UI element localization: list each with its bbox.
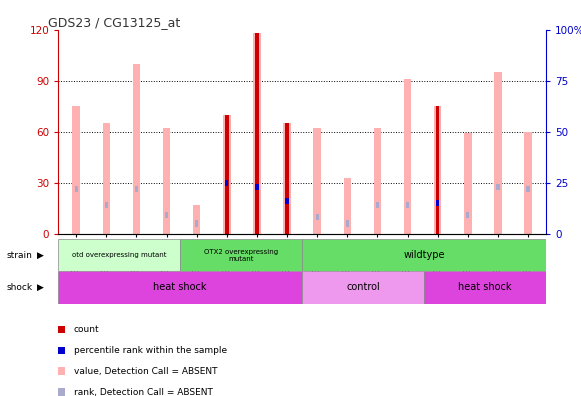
Text: ▶: ▶ (37, 251, 44, 259)
Bar (256, 184, 259, 190)
Text: value, Detection Call = ABSENT: value, Detection Call = ABSENT (74, 367, 217, 375)
Bar (193, 205, 200, 234)
Bar (180, 239, 302, 271)
Bar (524, 131, 532, 234)
Text: OTX2 overexpressing
mutant: OTX2 overexpressing mutant (204, 249, 278, 261)
Text: wildtype: wildtype (403, 250, 445, 260)
Bar (225, 180, 228, 186)
Bar (424, 271, 546, 304)
Bar (74, 186, 78, 192)
Text: strain: strain (7, 251, 33, 259)
Text: control: control (346, 282, 380, 293)
Bar (436, 200, 439, 206)
Bar (302, 239, 546, 271)
Bar (135, 186, 138, 192)
Bar (436, 106, 439, 234)
Bar (105, 202, 108, 208)
Text: shock: shock (7, 283, 33, 292)
Text: count: count (74, 325, 99, 333)
Bar (466, 212, 469, 218)
Bar (225, 115, 228, 234)
Bar (404, 79, 411, 234)
Bar (434, 106, 442, 234)
Bar (285, 198, 289, 204)
Bar (313, 128, 321, 234)
Bar (253, 33, 261, 234)
Bar (494, 72, 502, 234)
Bar (406, 202, 409, 208)
Text: ▶: ▶ (37, 283, 44, 292)
Bar (376, 202, 379, 208)
Bar (302, 271, 424, 304)
Text: otd overexpressing mutant: otd overexpressing mutant (72, 252, 166, 258)
Bar (255, 33, 259, 234)
Bar (165, 212, 168, 218)
Bar (163, 128, 170, 234)
Bar (374, 128, 381, 234)
Bar (315, 214, 319, 221)
Bar (58, 239, 180, 271)
Text: heat shock: heat shock (458, 282, 512, 293)
Bar (102, 123, 110, 234)
Bar (526, 186, 530, 192)
Bar (223, 115, 231, 234)
Bar (73, 106, 80, 234)
Bar (346, 221, 349, 227)
Bar (195, 221, 198, 227)
Bar (285, 123, 289, 234)
Text: heat shock: heat shock (153, 282, 207, 293)
Bar (464, 133, 472, 234)
Bar (132, 64, 140, 234)
Bar (496, 184, 500, 190)
Bar (58, 271, 302, 304)
Text: rank, Detection Call = ABSENT: rank, Detection Call = ABSENT (74, 388, 213, 396)
Text: percentile rank within the sample: percentile rank within the sample (74, 346, 227, 354)
Bar (284, 123, 291, 234)
Text: GDS23 / CG13125_at: GDS23 / CG13125_at (48, 15, 181, 29)
Bar (343, 177, 351, 234)
